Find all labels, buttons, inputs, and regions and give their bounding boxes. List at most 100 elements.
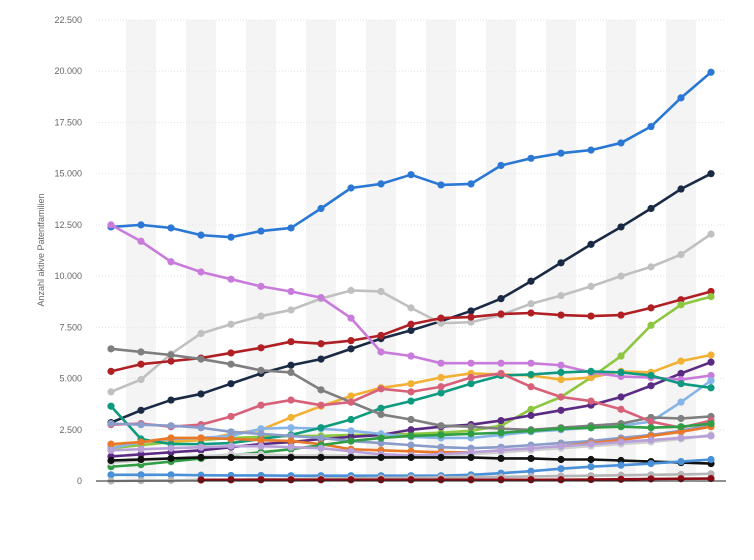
data-point <box>257 425 265 433</box>
data-point <box>707 68 715 76</box>
data-point <box>587 397 595 405</box>
data-point <box>407 320 415 328</box>
data-point <box>167 224 175 232</box>
data-point <box>587 240 595 248</box>
data-point <box>227 428 235 436</box>
series-21 <box>197 474 715 484</box>
data-point <box>197 231 205 239</box>
data-point <box>647 304 655 312</box>
data-point <box>197 355 205 363</box>
data-point <box>557 259 565 267</box>
data-point <box>437 383 445 391</box>
data-point <box>647 436 655 444</box>
data-point <box>587 475 595 484</box>
data-point <box>467 453 475 462</box>
data-point <box>107 402 115 410</box>
y-tick-label: 5.000 <box>59 374 82 384</box>
data-point <box>317 444 325 452</box>
data-point <box>287 368 295 377</box>
data-point <box>377 434 385 442</box>
data-point <box>557 476 565 484</box>
data-point <box>167 351 175 359</box>
data-point <box>287 443 295 451</box>
data-point <box>197 268 205 276</box>
data-point <box>227 275 235 283</box>
y-tick-label: 10.000 <box>54 271 82 281</box>
data-point <box>377 439 385 447</box>
data-point <box>227 453 235 462</box>
data-point <box>197 329 205 338</box>
y-tick-labels: 0 2.500 5.000 7.500 10.000 12.500 15.000 17.500… <box>54 15 82 486</box>
data-point <box>647 424 655 432</box>
data-point <box>407 476 415 484</box>
plot-band <box>366 20 396 481</box>
plot-band <box>546 20 576 481</box>
y-tick-label: 7.500 <box>59 322 82 332</box>
data-point <box>137 445 145 453</box>
data-point <box>377 404 385 412</box>
data-point <box>377 476 385 484</box>
data-point <box>377 453 385 462</box>
plot-bands <box>126 20 696 481</box>
data-point <box>347 392 355 400</box>
data-point <box>677 457 685 466</box>
data-point <box>557 442 565 450</box>
data-point <box>557 291 565 300</box>
data-point <box>467 423 475 431</box>
series-lines <box>107 68 715 485</box>
data-point <box>437 319 445 327</box>
data-point <box>647 204 655 213</box>
data-point <box>677 428 685 436</box>
data-point <box>407 397 415 405</box>
data-point <box>677 380 685 388</box>
data-point <box>407 441 415 449</box>
data-point <box>287 338 295 346</box>
data-point <box>347 314 355 322</box>
data-point <box>707 377 715 385</box>
data-point <box>467 180 475 188</box>
y-axis-title: Anzahl aktive Patentfamilien <box>36 193 46 306</box>
data-point <box>287 453 295 462</box>
data-point <box>497 369 505 378</box>
series-10 <box>107 367 715 448</box>
data-point <box>107 345 115 353</box>
data-point <box>557 368 565 377</box>
data-point <box>437 373 445 382</box>
data-point <box>137 237 145 245</box>
data-point <box>377 287 385 296</box>
plot-band <box>426 20 456 481</box>
data-point <box>257 442 265 450</box>
series-13 <box>107 420 715 452</box>
data-point <box>257 476 265 484</box>
data-point <box>647 382 655 390</box>
data-point <box>257 227 265 235</box>
y-tick-label: 12.500 <box>54 220 82 230</box>
data-point <box>677 423 685 431</box>
data-point <box>557 311 565 319</box>
data-point <box>497 310 505 318</box>
plot-band <box>306 20 336 481</box>
data-point <box>437 443 445 451</box>
data-point <box>257 282 265 290</box>
data-point <box>587 146 595 154</box>
plot-band <box>606 20 636 481</box>
data-point <box>287 432 295 440</box>
data-point <box>647 371 655 380</box>
data-point <box>587 373 595 382</box>
data-point <box>527 359 535 367</box>
data-point <box>617 311 625 319</box>
data-point <box>527 444 535 452</box>
data-point <box>167 476 175 484</box>
data-point <box>347 345 355 353</box>
data-point <box>257 344 265 352</box>
data-point <box>557 425 565 433</box>
data-point <box>707 432 715 440</box>
data-point <box>137 455 145 464</box>
data-point <box>107 367 115 375</box>
data-point <box>407 171 415 179</box>
data-point <box>197 476 205 484</box>
data-point <box>167 357 175 365</box>
data-point <box>677 251 685 259</box>
data-point <box>677 369 685 378</box>
